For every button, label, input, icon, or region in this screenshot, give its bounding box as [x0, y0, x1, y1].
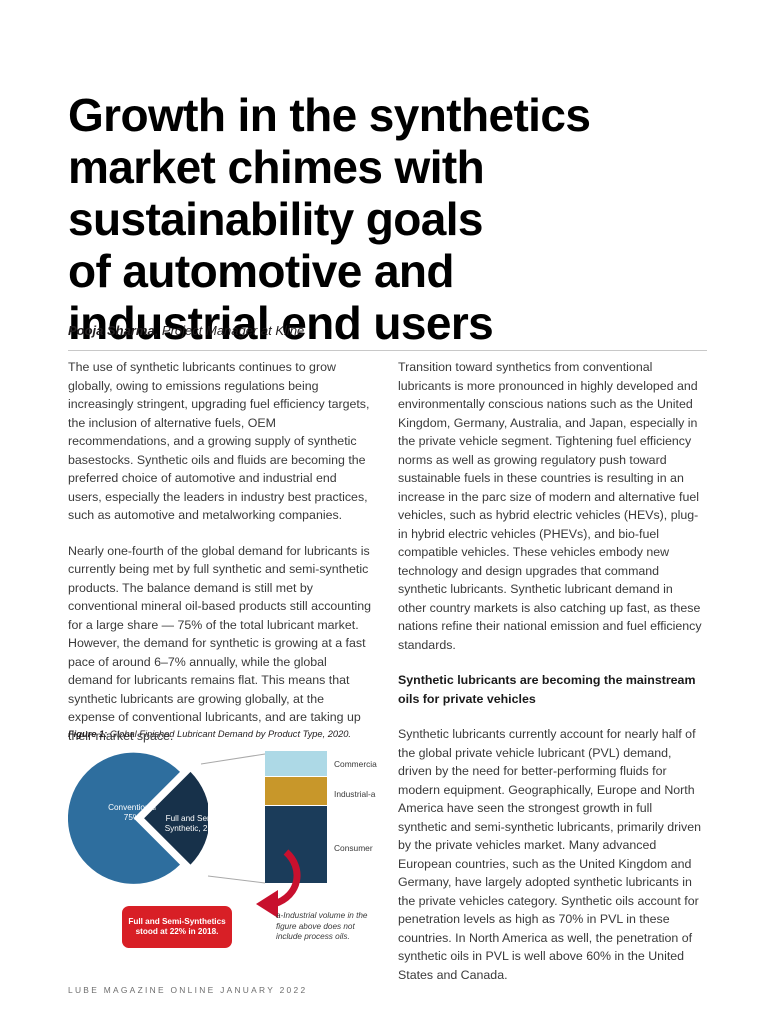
pie-label-synthetic-line2: Synthetic, 25%	[164, 824, 220, 833]
legend-label-industrial: Industrial-a	[334, 789, 376, 799]
figure-caption: Figure 1: Global Finished Lubricant Dema…	[68, 728, 380, 740]
bar-segment-industrial	[265, 777, 327, 806]
byline-author: Pooja Sharma	[68, 323, 155, 338]
pie-label-conventional-value: 75%	[123, 813, 141, 822]
leader-lines	[200, 753, 266, 884]
arrow-head	[256, 890, 278, 918]
headline-line-3: sustainability goals	[68, 192, 484, 245]
pie-slice-conventional	[68, 752, 180, 884]
headline-line-5: industrial end users	[68, 296, 494, 349]
callout-text: Full and Semi-Synthetics stood at 22% in…	[128, 916, 226, 937]
pie-slice-synthetic	[144, 771, 208, 865]
figure-caption-text: Global Finished Lubricant Demand by Prod…	[107, 729, 352, 739]
arrow-curve	[272, 849, 301, 908]
byline: Pooja Sharma, Project Manager at Kline	[68, 322, 708, 339]
bar-segment-commercial	[265, 751, 327, 777]
callout-box: Full and Semi-Synthetics stood at 22% in…	[122, 906, 232, 948]
right-paragraph-1: Transition toward synthetics from conven…	[398, 360, 702, 652]
right-column: Transition toward synthetics from conven…	[398, 358, 703, 1001]
leader-line-top	[200, 753, 266, 765]
figure-label: Figure 1:	[68, 729, 108, 739]
figure-1: Figure 1: Global Finished Lubricant Dema…	[68, 728, 380, 971]
header-divider	[68, 350, 707, 351]
left-paragraph-2: Nearly one-fourth of the global demand f…	[68, 543, 372, 743]
byline-role: , Project Manager at Kline	[154, 323, 305, 338]
page-title: Growth in the synthetics market chimes w…	[68, 89, 718, 349]
left-paragraph-1: The use of synthetic lubricants continue…	[68, 360, 370, 522]
chart-container: Conventional 75% Full and Semi- Syntheti…	[68, 746, 380, 971]
headline-line-2: market chimes with	[68, 140, 485, 193]
headline-line-1: Growth in the synthetics	[68, 88, 591, 141]
pie-chart: Conventional 75% Full and Semi- Syntheti…	[68, 750, 243, 890]
section-subheading: Synthetic lubricants are becoming the ma…	[398, 673, 696, 706]
page-footer: LUBE MAGAZINE ONLINE JANUARY 2022	[68, 985, 308, 995]
bar-legend: Commercia Industrial-a Consumer	[334, 751, 394, 885]
pie-label-synthetic-line1: Full and Semi-	[165, 814, 219, 823]
legend-label-commercial: Commercia	[334, 759, 377, 769]
red-curved-arrow-icon	[256, 849, 301, 918]
pie-label-conventional: Conventional 75%	[92, 803, 172, 823]
pie-label-synthetic: Full and Semi- Synthetic, 25%	[152, 814, 232, 834]
left-column: The use of synthetic lubricants continue…	[68, 358, 373, 762]
headline-line-4: of automotive and	[68, 244, 455, 297]
leader-line-bottom	[207, 875, 266, 884]
pie-svg	[68, 752, 208, 884]
right-paragraph-2: Synthetic lubricants currently account f…	[398, 727, 701, 982]
legend-label-consumer: Consumer	[334, 843, 373, 853]
figure-footnote: a-Industrial volume in the figure above …	[276, 911, 368, 941]
pie-label-conventional-line1: Conventional	[108, 803, 156, 812]
